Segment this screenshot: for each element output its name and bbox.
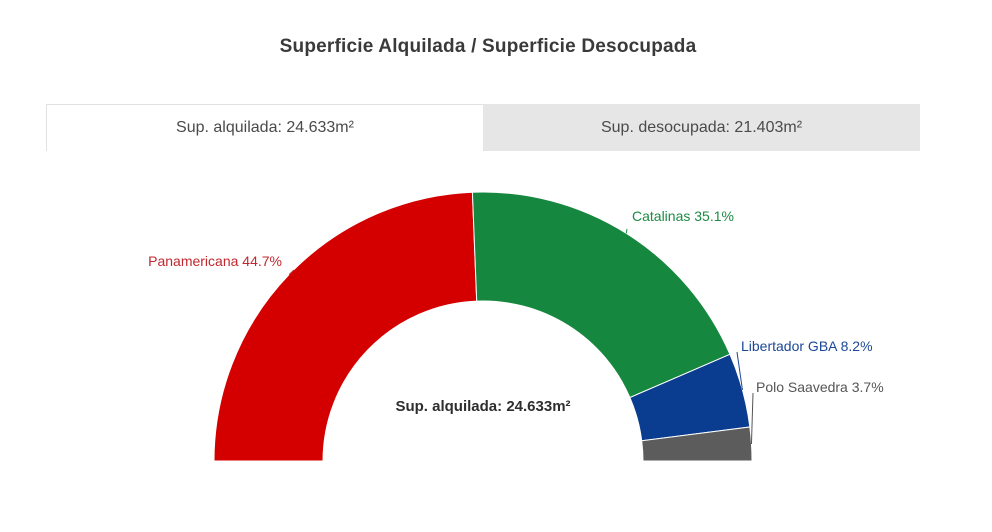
label-libertador-gba: Libertador GBA 8.2% (741, 338, 873, 354)
label-catalinas: Catalinas 35.1% (632, 208, 734, 224)
tab-vacant-area[interactable]: Sup. desocupada: 21.403m² (483, 104, 920, 151)
slice-polo-saavedra[interactable] (641, 426, 753, 462)
chart-title: Superficie Alquilada / Superficie Desocu… (279, 36, 697, 57)
slice-catalinas[interactable] (471, 191, 731, 399)
connector-catalinas (625, 228, 628, 234)
slice-panamericana[interactable] (213, 191, 478, 462)
label-panamericana: Panamericana 44.7% (148, 253, 282, 269)
tab-bar: Sup. alquilada: 24.633m² Sup. desocupada… (46, 104, 920, 151)
connector-libertador-gba (736, 351, 743, 391)
label-polo-saavedra: Polo Saavedra 3.7% (756, 379, 884, 395)
tab-rented-area[interactable]: Sup. alquilada: 24.633m² (46, 104, 483, 151)
center-label: Sup. alquilada: 24.633m² (395, 398, 570, 415)
connector-panamericana (288, 269, 295, 275)
connector-polo-saavedra (750, 392, 754, 444)
